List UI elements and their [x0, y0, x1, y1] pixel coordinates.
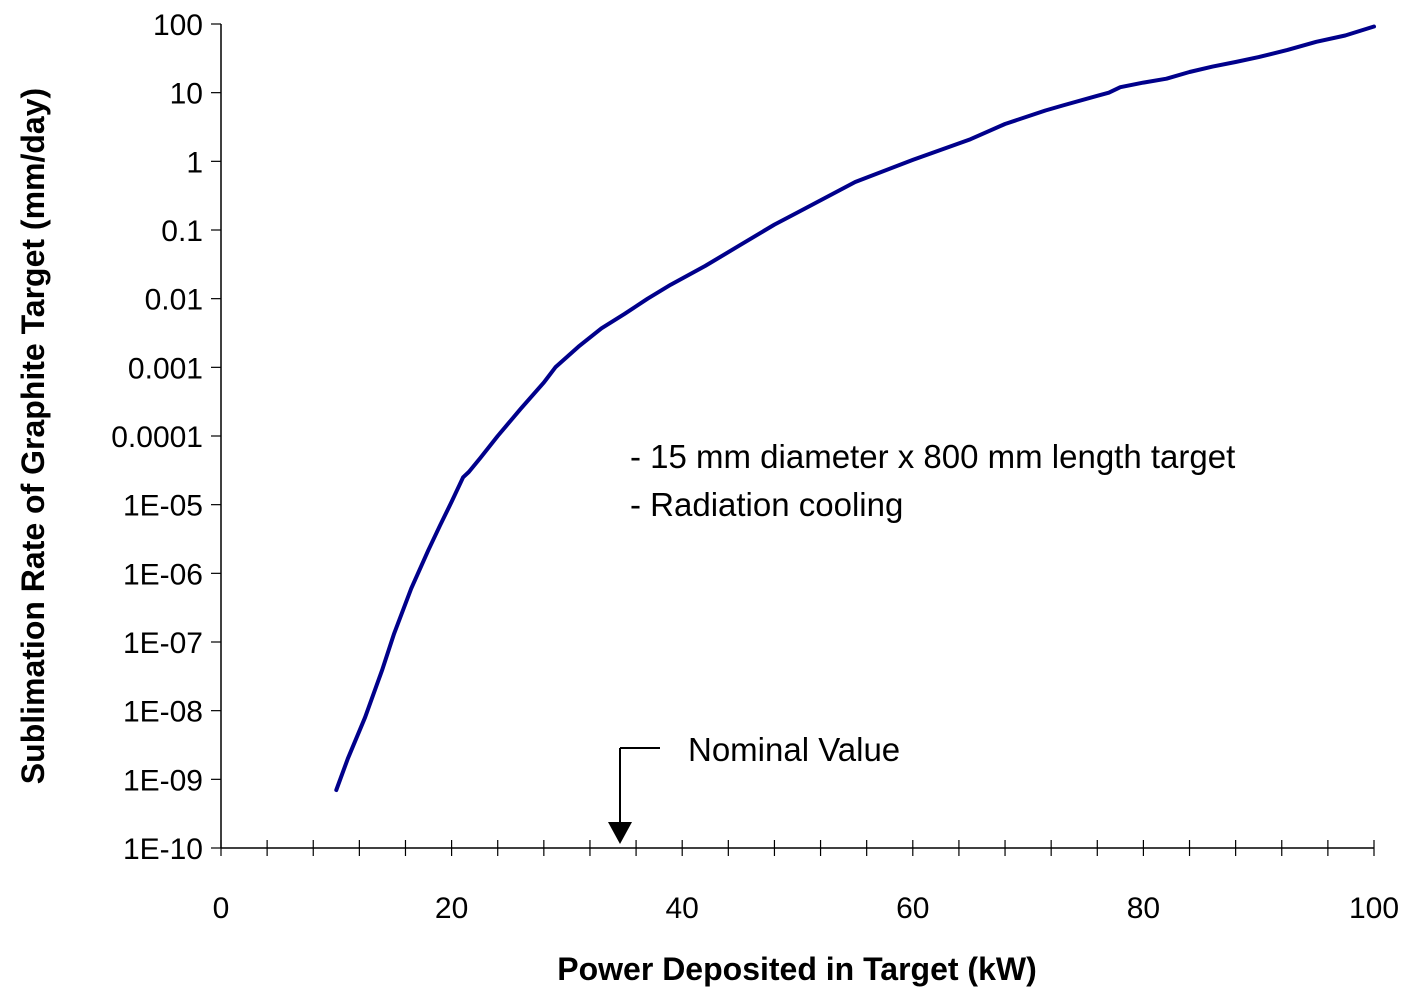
- x-tick-label: 40: [666, 892, 699, 925]
- y-tick-label: 1E-07: [123, 627, 203, 660]
- series-line: [334, 24, 1376, 792]
- x-tick-label: 100: [1349, 892, 1399, 925]
- y-axis-title: Sublimation Rate of Graphite Target (mm/…: [15, 88, 51, 784]
- nominal-value-label: Nominal Value: [688, 731, 900, 768]
- series-layer: [334, 24, 1376, 792]
- y-tick-label: 100: [153, 9, 203, 42]
- x-tick-label: 80: [1127, 892, 1160, 925]
- x-tick-label: 20: [435, 892, 468, 925]
- x-tick-label: 0: [213, 892, 230, 925]
- annotation-cooling: - Radiation cooling: [630, 486, 903, 523]
- y-tick-label: 0.001: [128, 352, 203, 385]
- nominal-value-marker: Nominal Value: [608, 731, 900, 844]
- y-tick-label: 1E-05: [123, 490, 203, 523]
- y-tick-label: 1: [186, 146, 203, 179]
- y-tick-label: 1E-09: [123, 764, 203, 797]
- y-tick-label: 0.1: [161, 215, 203, 248]
- y-tick-label: 10: [170, 78, 203, 111]
- y-tick-label: 1E-06: [123, 558, 203, 591]
- y-tick-labels: 1E-10 1E-09 1E-08 1E-07 1E-06 1E-05 0.0001 0.00…: [111, 9, 203, 866]
- y-axis: 1E-10 1E-09 1E-08 1E-07 1E-06 1E-05 0.0001 0.00…: [111, 9, 222, 866]
- x-tick-label: 60: [896, 892, 929, 925]
- nominal-arrow-head-icon: [608, 822, 632, 844]
- annotation-target-size: - 15 mm diameter x 800 mm length target: [630, 438, 1235, 475]
- y-tick-label: 0.0001: [111, 421, 203, 454]
- y-ticks: [211, 23, 221, 849]
- x-ticks: [220, 840, 1375, 856]
- y-tick-label: 0.01: [145, 284, 203, 317]
- y-tick-label: 1E-10: [123, 833, 203, 866]
- x-tick-labels: 0 20 40 60 80 100: [213, 892, 1399, 925]
- x-axis-title: Power Deposited in Target (kW): [557, 951, 1036, 987]
- y-tick-label: 1E-08: [123, 696, 203, 729]
- x-axis: 0 20 40 60 80 100: [213, 840, 1399, 925]
